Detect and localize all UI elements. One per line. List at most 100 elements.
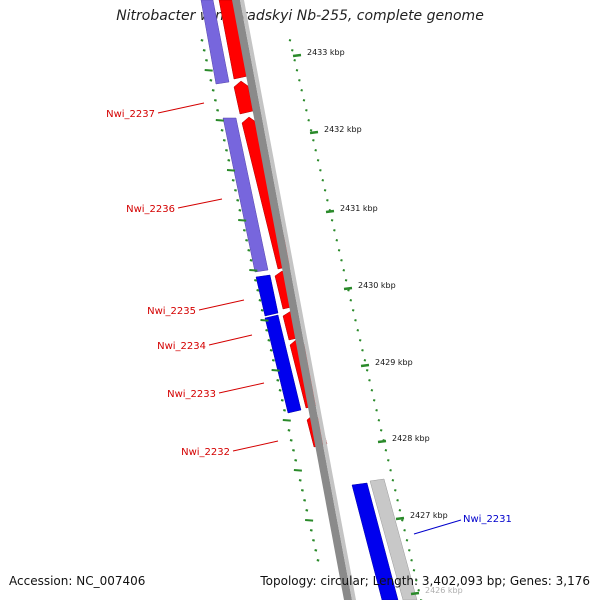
ruler-dot bbox=[314, 549, 318, 552]
ruler-dot bbox=[242, 229, 246, 232]
ruler-tick-label: 2426 kbp bbox=[425, 586, 463, 595]
ruler-dot bbox=[202, 49, 206, 52]
gene-label[interactable]: Nwi_2235 bbox=[147, 306, 196, 317]
position-ruler bbox=[288, 39, 423, 600]
ruler-dot bbox=[368, 379, 371, 382]
ruler-dot bbox=[312, 139, 315, 142]
ruler-tick-label: 2431 kbp bbox=[340, 204, 378, 213]
ruler-dot bbox=[344, 279, 348, 282]
genome-backbone bbox=[232, 0, 356, 600]
ruler-dot bbox=[389, 469, 392, 472]
ruler-dot bbox=[340, 259, 343, 262]
ruler-dot bbox=[319, 169, 322, 172]
ruler-dot bbox=[303, 499, 307, 502]
ruler-dot bbox=[256, 289, 260, 292]
ruler-dot bbox=[294, 459, 298, 462]
ruler-dot bbox=[398, 509, 402, 512]
gene-label[interactable]: Nwi_2236 bbox=[126, 204, 175, 215]
ruler-dot bbox=[254, 279, 257, 282]
feature-grey-block[interactable] bbox=[369, 478, 418, 600]
ruler-dot bbox=[403, 529, 406, 532]
ruler-tick-label: 2429 kbp bbox=[375, 358, 413, 367]
ruler-dot bbox=[365, 369, 369, 372]
ruler-dot bbox=[280, 399, 284, 402]
ruler-dot bbox=[394, 489, 397, 492]
ruler-dot bbox=[216, 109, 220, 112]
ruler-dot bbox=[314, 149, 317, 152]
gene-label[interactable]: Nwi_2233 bbox=[167, 389, 216, 400]
ruler-dot bbox=[358, 339, 362, 342]
gene-label[interactable]: Nwi_2234 bbox=[157, 341, 206, 352]
ruler-dot bbox=[260, 319, 269, 322]
ruler-dot bbox=[300, 89, 303, 92]
tick-labels: 2433 kbp 2432 kbp 2431 kbp 2430 kbp 2429 kbp… bbox=[307, 48, 463, 595]
ruler-major-tick bbox=[377, 439, 387, 444]
ruler-dot bbox=[309, 529, 313, 532]
ruler-dot bbox=[225, 149, 228, 152]
feature-segment[interactable] bbox=[200, 0, 230, 85]
ruler-dot bbox=[271, 359, 275, 362]
ruler-dot bbox=[333, 229, 336, 232]
ruler-dot bbox=[321, 179, 325, 182]
ruler-dot bbox=[204, 69, 213, 72]
ruler-dot bbox=[231, 179, 235, 182]
ruler-dot bbox=[410, 559, 413, 562]
ruler-dot bbox=[356, 329, 360, 332]
ruler-dot bbox=[247, 249, 251, 252]
ruler-dot bbox=[335, 239, 339, 242]
ruler-major-tick bbox=[343, 286, 353, 291]
gene-nwi-2235-block[interactable] bbox=[255, 274, 279, 317]
gene-label[interactable]: Nwi_2232 bbox=[181, 447, 230, 458]
accession-text: Accession: NC_007406 bbox=[9, 574, 146, 588]
ruler-dot bbox=[293, 59, 296, 62]
gene-nwi-2231-block[interactable] bbox=[351, 482, 399, 600]
ruler-major-tick bbox=[325, 209, 335, 214]
ruler-major-tick bbox=[292, 53, 302, 58]
ruler-dot bbox=[211, 89, 215, 92]
ruler-dot bbox=[222, 139, 226, 142]
ruler-dot bbox=[200, 39, 204, 42]
ruler-dot bbox=[309, 129, 313, 132]
ruler-dot bbox=[305, 509, 309, 512]
ruler-dot bbox=[305, 109, 308, 112]
ruler-dot bbox=[377, 419, 381, 422]
ruler-dot bbox=[379, 429, 383, 432]
ruler-dot bbox=[361, 349, 364, 352]
inner-ruler bbox=[200, 39, 320, 562]
ruler-dot bbox=[384, 449, 388, 452]
ruler-major-tick bbox=[309, 130, 319, 135]
ruler-dot bbox=[215, 119, 224, 122]
ruler-dot bbox=[288, 39, 292, 42]
ruler-dot bbox=[387, 459, 390, 462]
ruler-dot bbox=[391, 479, 395, 482]
ruler-dot bbox=[227, 159, 231, 162]
ruler-dot bbox=[213, 99, 217, 102]
ruler-dot bbox=[267, 339, 271, 342]
ruler-dot bbox=[347, 289, 350, 292]
ruler-dot bbox=[287, 429, 291, 432]
ruler-dot bbox=[312, 539, 315, 542]
ruler-dot bbox=[415, 579, 418, 582]
ruler-dot bbox=[417, 589, 420, 592]
ruler-tick-label: 2427 kbp bbox=[410, 511, 448, 520]
ruler-dot bbox=[375, 409, 378, 412]
ruler-tick-label: 2430 kbp bbox=[358, 281, 396, 290]
ruler-dot bbox=[370, 389, 374, 392]
ruler-dot bbox=[260, 309, 264, 312]
ruler-dot bbox=[283, 409, 286, 412]
ruler-dot bbox=[298, 479, 302, 482]
ruler-dot bbox=[292, 449, 295, 452]
ruler-dot bbox=[337, 249, 341, 252]
ruler-major-tick bbox=[395, 516, 405, 521]
gene-nwi-2233-block[interactable] bbox=[264, 314, 302, 414]
ruler-dot bbox=[412, 569, 416, 572]
gene-label[interactable]: Nwi_2237 bbox=[106, 109, 155, 120]
ruler-dot bbox=[405, 539, 409, 542]
ruler-dot bbox=[298, 79, 301, 82]
ruler-dot bbox=[220, 129, 224, 132]
ruler-dot bbox=[372, 399, 376, 402]
gene-label[interactable]: Nwi_2231 bbox=[463, 514, 512, 525]
ruler-dot bbox=[238, 219, 247, 222]
ruler-dot bbox=[289, 439, 293, 442]
